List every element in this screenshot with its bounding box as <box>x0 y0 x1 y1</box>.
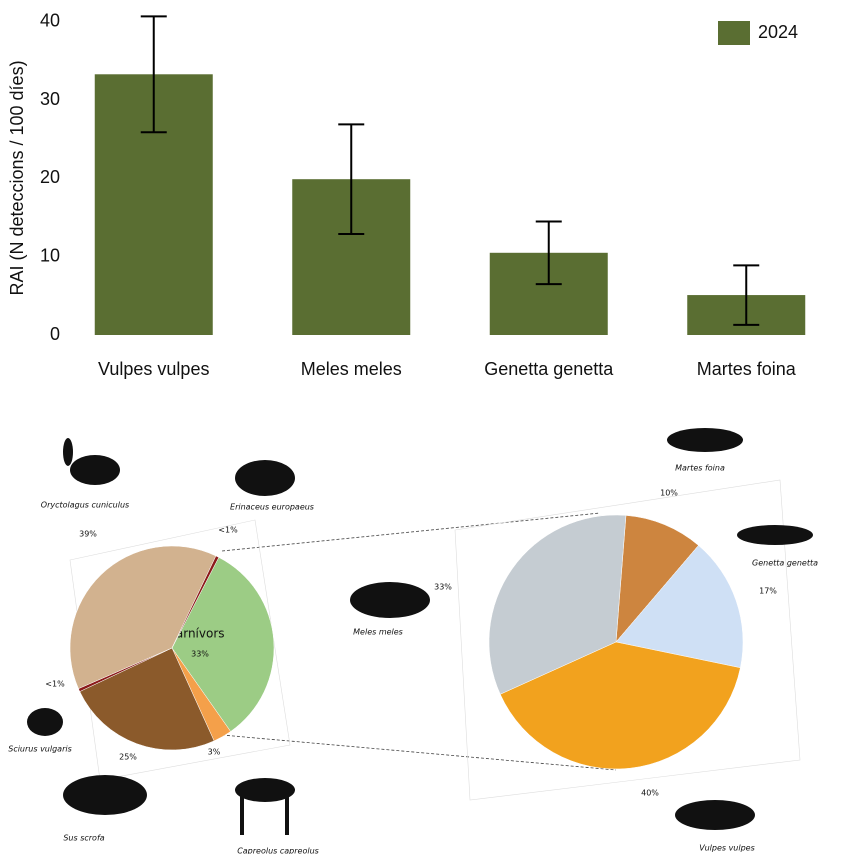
pie-slice <box>69 545 217 689</box>
pie-slice <box>615 545 744 669</box>
center-label: Carnívors <box>167 627 224 641</box>
slice-name: Sus scrofa <box>63 834 104 843</box>
deer-leg <box>240 795 244 835</box>
slice-name: Capreolus capreolus <box>237 847 319 854</box>
pie-slice <box>488 514 627 695</box>
slice-percent: 33% <box>434 583 452 592</box>
badger <box>350 582 430 618</box>
slice-percent: 33% <box>191 650 209 659</box>
slice-name: Oryctolagus cuniculus <box>41 501 129 510</box>
slice-percent: 25% <box>119 753 137 762</box>
y-tick-label: 0 <box>50 324 60 344</box>
y-tick-label: 10 <box>40 245 60 265</box>
rabbit <box>70 455 120 485</box>
slice-percent: <1% <box>45 680 65 689</box>
deer <box>235 778 295 802</box>
slice-percent: 17% <box>759 587 777 596</box>
hedgehog <box>235 460 295 496</box>
legend-label: 2024 <box>758 22 798 42</box>
pie-slice <box>79 647 215 751</box>
rabbit-ear <box>63 438 73 466</box>
pie-slice <box>171 557 275 732</box>
frame <box>454 479 801 801</box>
silhouettes <box>27 428 813 835</box>
y-tick-label: 30 <box>40 89 60 109</box>
y-tick-label: 20 <box>40 167 60 187</box>
slice-name: Martes foina <box>675 464 725 473</box>
slice-percent: 3% <box>208 748 221 757</box>
squirrel <box>27 708 63 736</box>
slice-percent: 10% <box>660 489 678 498</box>
boar <box>63 775 147 815</box>
slice-name: Meles meles <box>353 628 403 637</box>
x-tick-label: Vulpes vulpes <box>98 359 209 379</box>
pie-slice <box>499 641 741 770</box>
genet <box>737 525 813 545</box>
legend-swatch <box>718 21 750 45</box>
zoom-line <box>221 734 617 771</box>
pie-slice <box>615 515 699 643</box>
connector <box>221 512 617 771</box>
slice-percent: <1% <box>218 526 238 535</box>
slice-name: Erinaceus europaeus <box>230 503 314 512</box>
marten <box>667 428 743 452</box>
deer-leg <box>285 795 289 835</box>
x-tick-label: Genetta genetta <box>484 359 614 379</box>
fox <box>675 800 755 830</box>
slice-name: Genetta genetta <box>752 559 818 568</box>
slice-percent: 40% <box>641 789 659 798</box>
y-axis-label: RAI (N deteccions / 100 díes) <box>7 60 27 295</box>
y-tick-label: 40 <box>40 11 60 31</box>
slice-name: Vulpes vulpes <box>699 844 755 853</box>
slice-percent: 39% <box>79 530 97 539</box>
x-tick-label: Meles meles <box>301 359 402 379</box>
zoom-line <box>221 512 601 552</box>
slice-name: Sciurus vulgaris <box>8 745 72 754</box>
x-tick-label: Martes foina <box>697 359 797 379</box>
pie-slice <box>171 555 220 649</box>
